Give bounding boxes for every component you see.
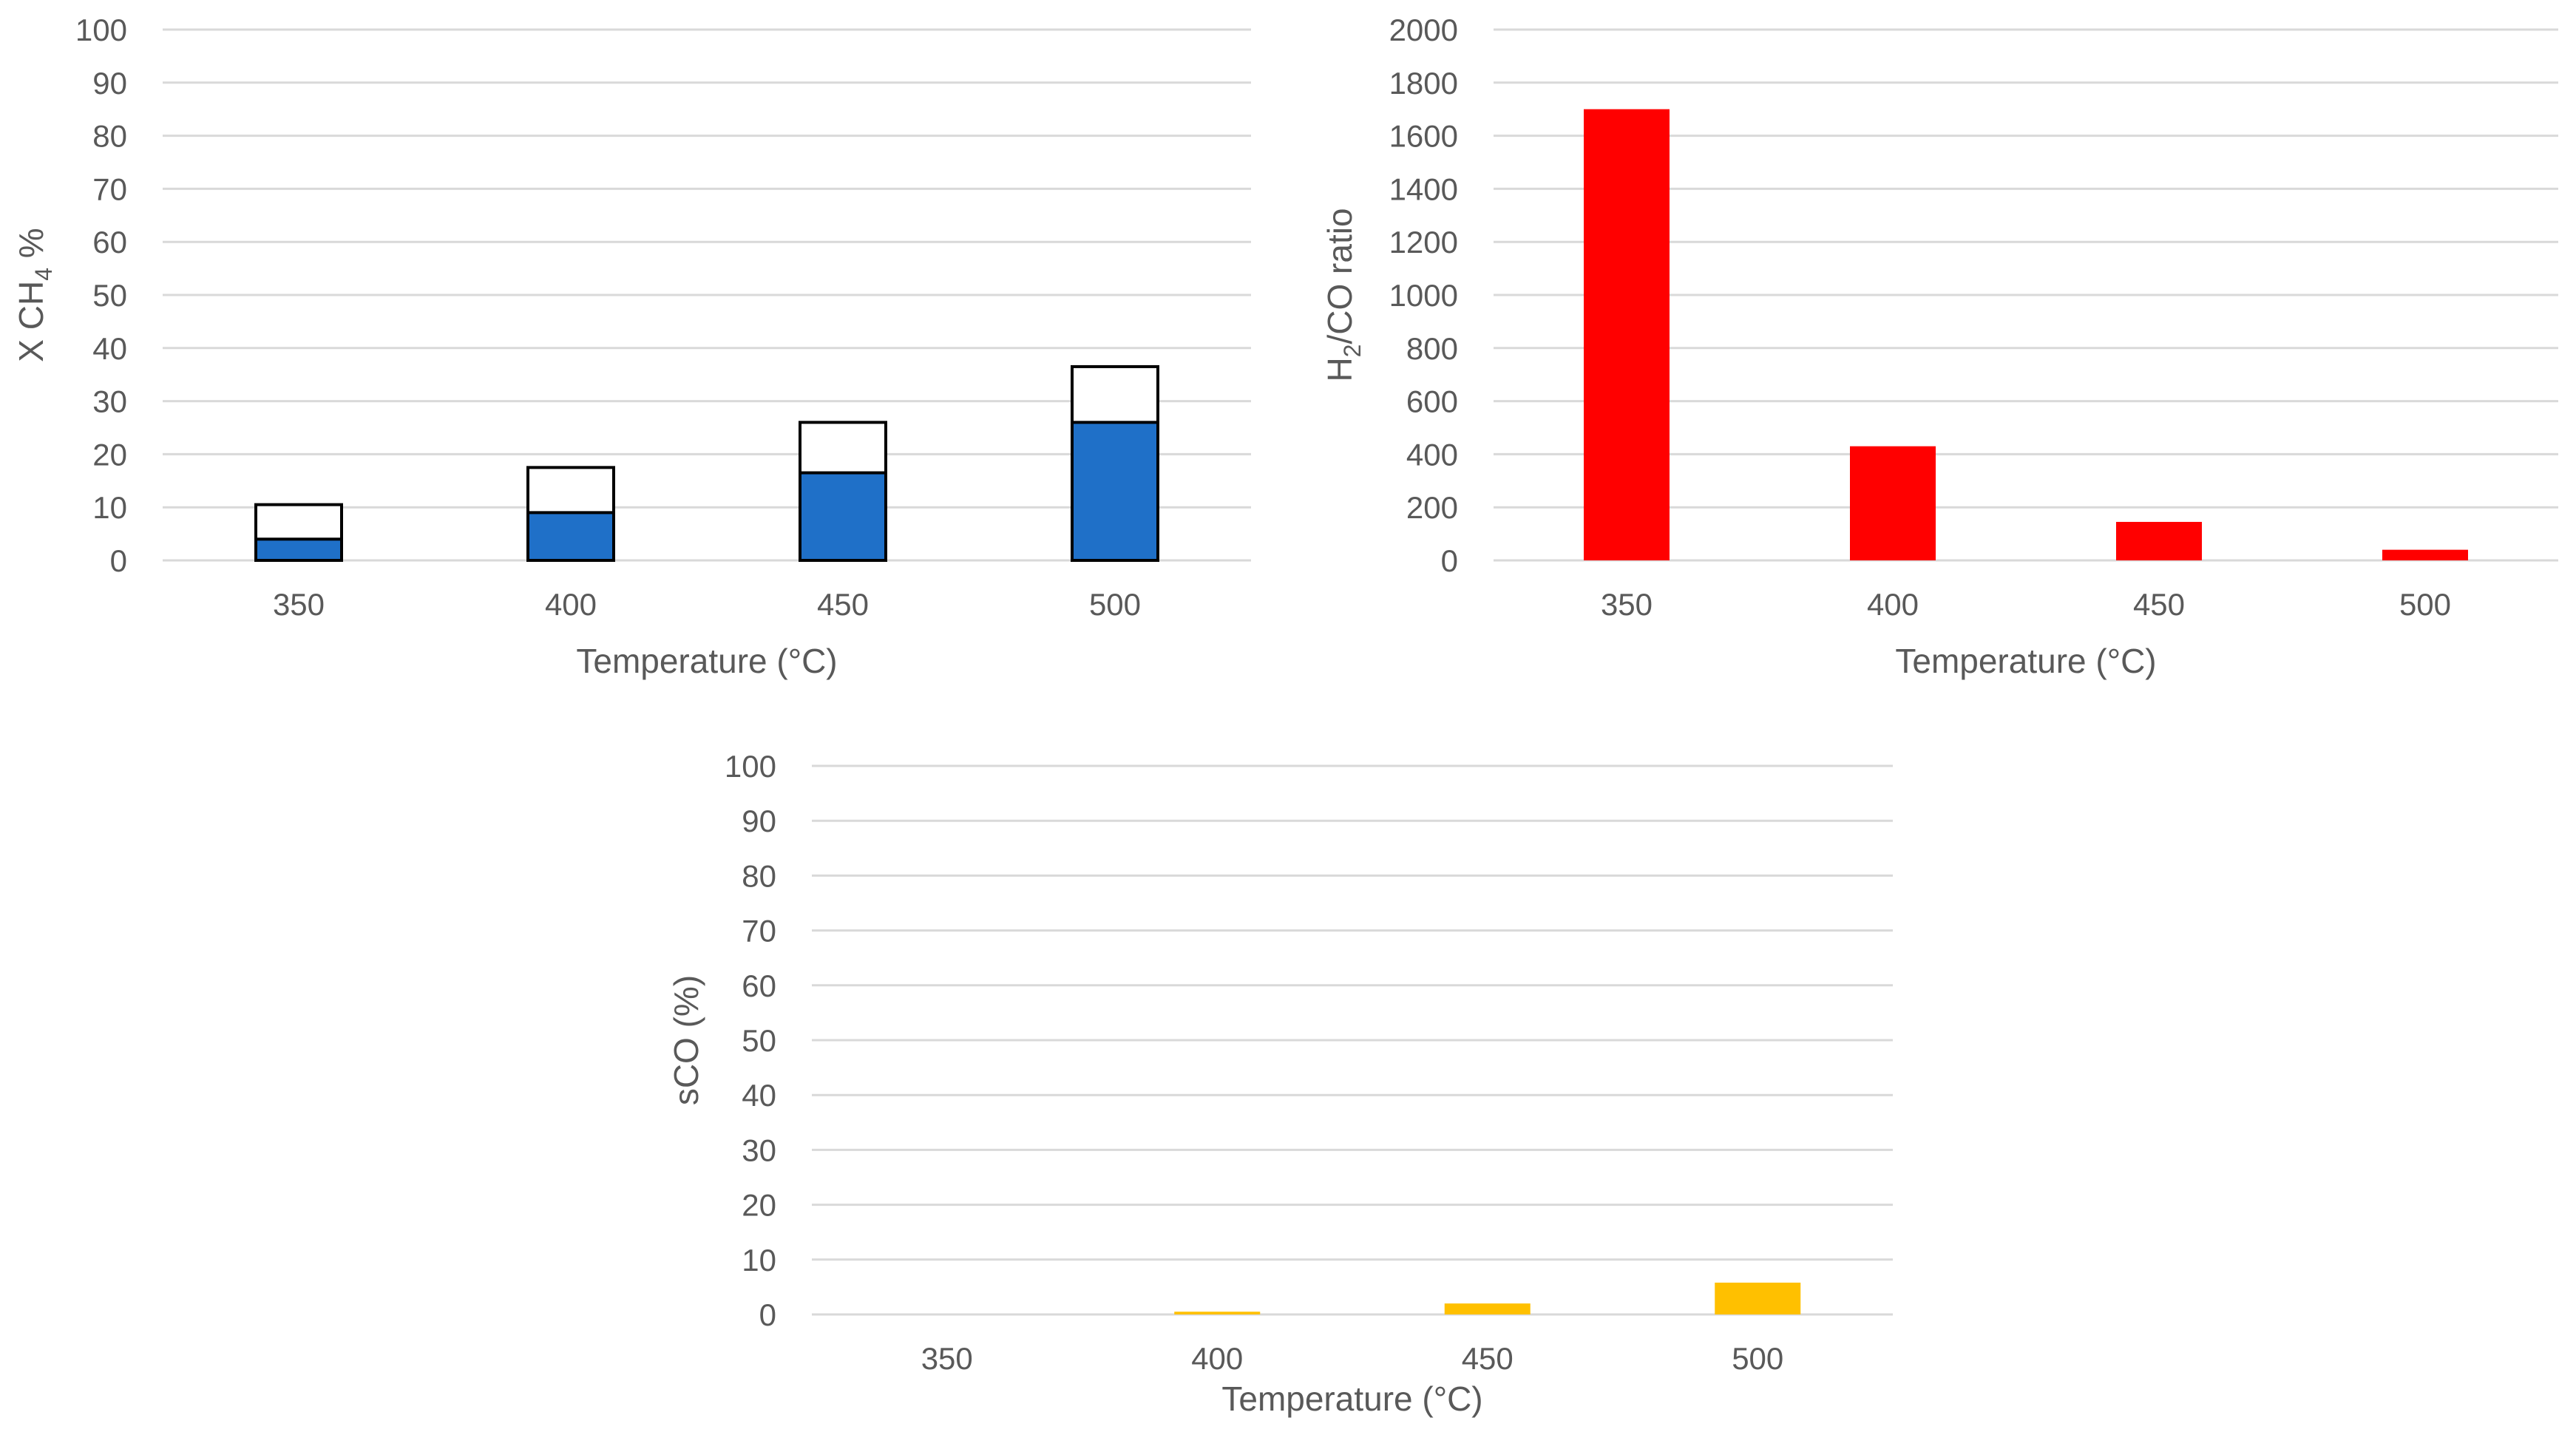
bar-h2-co-ratio-350 bbox=[1584, 109, 1670, 560]
x-tick-label: 350 bbox=[1601, 587, 1653, 622]
x-tick-label: 450 bbox=[2133, 587, 2185, 622]
x-tick-label: 450 bbox=[817, 587, 869, 622]
bar-filled-450 bbox=[799, 471, 887, 563]
y-tick-label: 50 bbox=[92, 278, 127, 313]
y-tick-label: 40 bbox=[742, 1078, 776, 1113]
y-tick-label: 10 bbox=[92, 490, 127, 525]
y-tick-label: 70 bbox=[92, 172, 127, 206]
x-tick-label: 400 bbox=[545, 587, 597, 622]
y-tick-label: 1600 bbox=[1389, 119, 1458, 154]
y-tick-label: 60 bbox=[92, 225, 127, 259]
y-tick-label: 20 bbox=[92, 437, 127, 472]
y-tick-label: 30 bbox=[742, 1133, 776, 1167]
y-tick-label: 70 bbox=[742, 914, 776, 949]
y-tick-label: 800 bbox=[1406, 331, 1458, 366]
x-axis-title: Temperature (°C) bbox=[576, 642, 837, 680]
y-tick-label: 40 bbox=[92, 331, 127, 366]
x-tick-label: 500 bbox=[2399, 587, 2451, 622]
x-axis-title: Temperature (°C) bbox=[1895, 642, 2156, 680]
y-tick-label: 400 bbox=[1406, 437, 1458, 472]
y-tick-label: 2000 bbox=[1389, 13, 1458, 47]
y-axis-title: sCO (%) bbox=[667, 975, 705, 1105]
x-axis-title: Temperature (°C) bbox=[1221, 1380, 1482, 1418]
bar-h2-co-ratio-400 bbox=[1850, 446, 1936, 560]
y-axis-title: H2/CO ratio bbox=[1321, 208, 1366, 381]
y-tick-label: 90 bbox=[92, 66, 127, 101]
y-tick-label: 60 bbox=[742, 968, 776, 1003]
y-tick-label: 80 bbox=[742, 858, 776, 893]
y-tick-label: 0 bbox=[1441, 543, 1458, 578]
chart-h2-co-ratio: 0 200 400 600 800 1000 1200 1400 1600 1800 2000 350… bbox=[1321, 13, 2558, 680]
y-tick-label: 200 bbox=[1406, 490, 1458, 525]
chart-co-selectivity: 0 10 20 30 40 50 60 70 80 90 100 350 400 450 500 Temper… bbox=[667, 749, 1893, 1418]
y-tick-label: 1000 bbox=[1389, 278, 1458, 313]
bar-h2-co-ratio-450 bbox=[2116, 521, 2202, 560]
x-tick-label: 350 bbox=[921, 1341, 973, 1376]
y-tick-label: 0 bbox=[759, 1297, 776, 1332]
chart-xch4-conversion: 0 10 20 30 40 50 60 70 80 90 100 350 400 450 500 Temper… bbox=[12, 13, 1251, 680]
bar-filled-350 bbox=[254, 537, 343, 563]
x-tick-label: 400 bbox=[1867, 587, 1919, 622]
bar-sco-400 bbox=[1174, 1311, 1261, 1314]
y-tick-label: 50 bbox=[742, 1023, 776, 1058]
bar-sco-450 bbox=[1444, 1303, 1531, 1314]
y-tick-label: 600 bbox=[1406, 384, 1458, 419]
x-tick-label: 500 bbox=[1089, 587, 1141, 622]
y-tick-label: 1200 bbox=[1389, 225, 1458, 259]
bar-filled-400 bbox=[526, 511, 615, 563]
bar-h2-co-ratio-500 bbox=[2382, 549, 2468, 560]
x-tick-label: 400 bbox=[1191, 1341, 1243, 1376]
y-tick-label: 1400 bbox=[1389, 172, 1458, 206]
y-tick-label: 90 bbox=[742, 804, 776, 838]
x-tick-label: 350 bbox=[273, 587, 325, 622]
y-tick-label: 1800 bbox=[1389, 66, 1458, 101]
y-tick-label: 100 bbox=[725, 749, 776, 784]
y-tick-label: 20 bbox=[742, 1188, 776, 1223]
y-tick-label: 80 bbox=[92, 119, 127, 154]
bar-sco-500 bbox=[1715, 1282, 1801, 1314]
x-tick-label: 450 bbox=[1462, 1341, 1514, 1376]
y-tick-label: 10 bbox=[742, 1243, 776, 1277]
y-tick-label: 100 bbox=[75, 13, 127, 47]
y-axis-title: X CH4 % bbox=[12, 228, 57, 362]
bar-filled-500 bbox=[1071, 421, 1159, 562]
y-tick-label: 0 bbox=[110, 543, 127, 578]
y-tick-label: 30 bbox=[92, 384, 127, 419]
x-tick-label: 500 bbox=[1732, 1341, 1783, 1376]
